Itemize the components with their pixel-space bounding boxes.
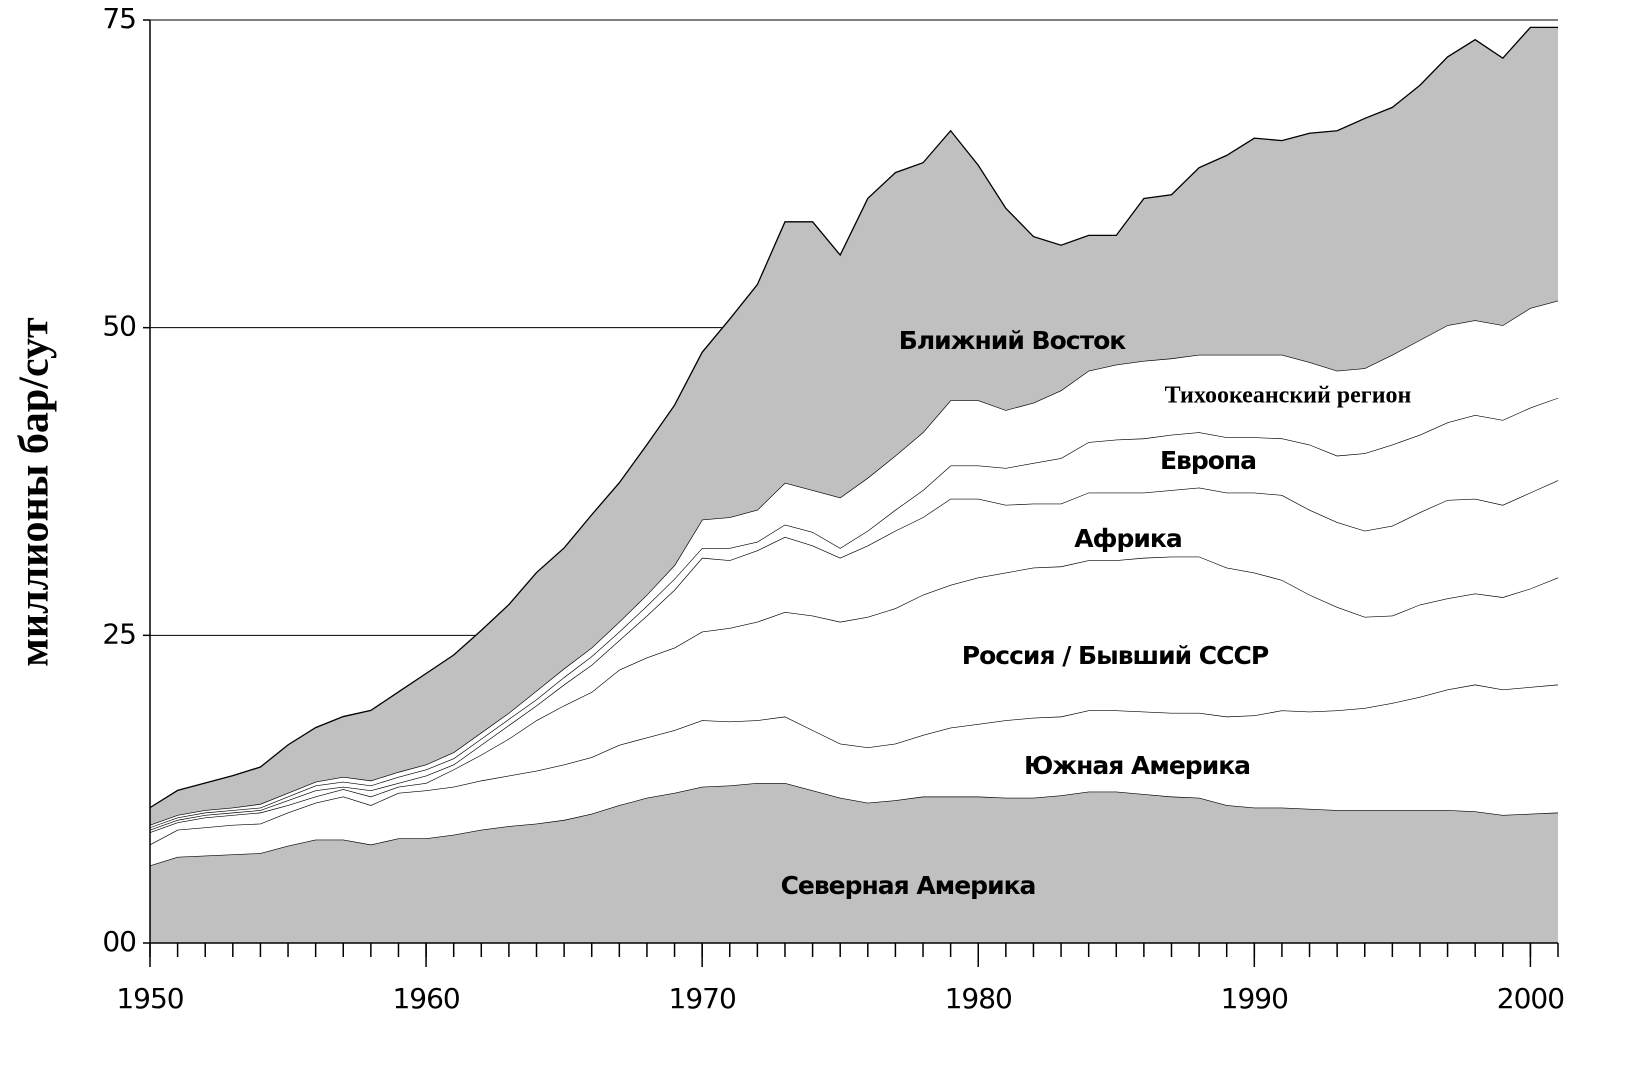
area-edge	[149, 26, 1558, 809]
area	[150, 556, 1558, 845]
series-label: Тихоокеанский регион	[1165, 383, 1412, 409]
series-label: Южная Америка	[1024, 751, 1250, 780]
series-label: Европа	[1160, 446, 1256, 475]
x-tick-label: 2000	[1497, 982, 1564, 1015]
x-tick-label: 1970	[669, 982, 736, 1015]
x-tick-label: 1960	[392, 982, 459, 1015]
y-tick-label: 50	[102, 310, 136, 343]
series-label: Ближний Восток	[899, 326, 1126, 355]
area	[150, 300, 1558, 828]
x-tick-label: 1980	[945, 982, 1012, 1015]
y-tick-label: 75	[102, 2, 136, 35]
x-tick-label: 1950	[116, 982, 183, 1015]
series-label: Африка	[1074, 524, 1181, 553]
series-label: Северная Америка	[781, 871, 1036, 900]
y-axis-label: миллионы бар/сут	[12, 317, 58, 667]
x-tick-label: 1990	[1221, 982, 1288, 1015]
area	[150, 27, 1558, 825]
series-label: Россия / Бывший СССР	[962, 641, 1269, 670]
y-tick-label: 25	[102, 617, 136, 650]
y-tick-label: 00	[102, 925, 136, 958]
area	[150, 783, 1558, 943]
area	[150, 480, 1558, 833]
area	[150, 397, 1558, 830]
area	[150, 684, 1558, 866]
